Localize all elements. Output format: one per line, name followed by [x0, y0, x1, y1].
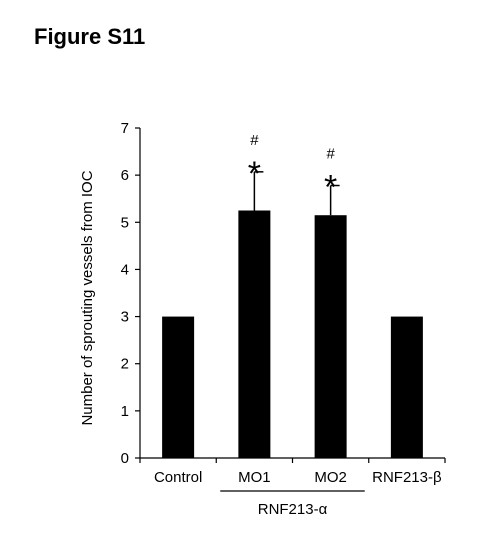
- y-axis-label: Number of sprouting vessels from IOC: [79, 170, 96, 425]
- bar-mo2: [314, 215, 347, 458]
- group-label: RNF213-α: [258, 501, 328, 518]
- chart-bars: [162, 171, 423, 458]
- figure-title: Figure S11: [34, 24, 146, 49]
- y-tick-label: 0: [121, 450, 129, 467]
- significance-star: *: [324, 169, 337, 207]
- chart-labels: 0 1 2 3 4 5 6 7 Number of sprouting vessels from…: [79, 120, 442, 518]
- significance-hash: #: [250, 132, 259, 149]
- y-tick-label: 5: [121, 214, 129, 231]
- y-tick-label: 3: [121, 309, 129, 326]
- significance-hash: #: [326, 146, 335, 163]
- y-tick-label: 7: [121, 120, 129, 137]
- y-tick-label: 1: [121, 403, 129, 420]
- y-tick-label: 6: [121, 167, 129, 184]
- category-label: RNF213-β: [372, 469, 442, 486]
- bar-mo1: [238, 210, 271, 458]
- y-tick-label: 4: [121, 261, 129, 278]
- bar-control: [162, 316, 195, 458]
- category-label: MO1: [238, 469, 271, 486]
- y-tick-label: 2: [121, 356, 129, 373]
- category-label: MO2: [314, 469, 347, 486]
- bar-rnf213-: [390, 316, 423, 458]
- category-label: Control: [154, 469, 202, 486]
- significance-star: *: [248, 155, 261, 193]
